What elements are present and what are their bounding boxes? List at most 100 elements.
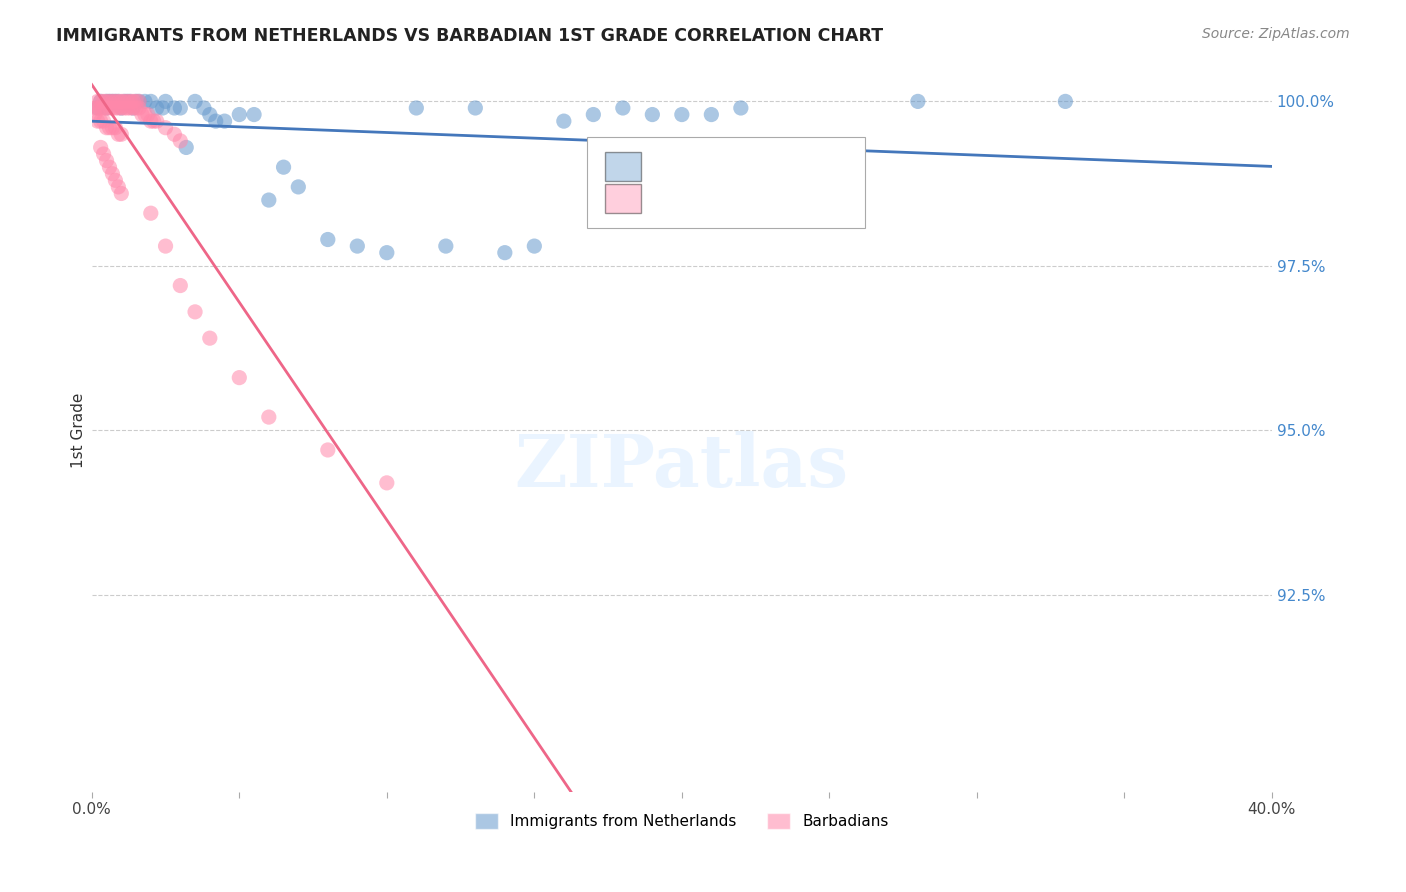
Point bbox=[120, 95, 142, 109]
Text: R = 0.342: R = 0.342 bbox=[652, 191, 735, 210]
Point bbox=[90, 95, 112, 109]
Point bbox=[184, 95, 207, 109]
Point bbox=[193, 101, 215, 115]
Point bbox=[120, 95, 142, 109]
Point bbox=[96, 95, 118, 109]
Point bbox=[612, 101, 634, 115]
FancyBboxPatch shape bbox=[605, 152, 641, 181]
Point bbox=[134, 107, 156, 121]
Point bbox=[122, 101, 145, 115]
Point bbox=[112, 101, 135, 115]
Point bbox=[96, 153, 118, 168]
Point bbox=[700, 107, 723, 121]
Point bbox=[128, 95, 150, 109]
Point bbox=[110, 128, 132, 142]
Point bbox=[101, 167, 124, 181]
Point bbox=[174, 140, 197, 154]
Y-axis label: 1st Grade: 1st Grade bbox=[72, 392, 86, 468]
FancyBboxPatch shape bbox=[605, 185, 641, 213]
Point bbox=[98, 160, 121, 174]
Point bbox=[93, 95, 115, 109]
Point bbox=[375, 245, 398, 260]
Point bbox=[907, 95, 929, 109]
Point bbox=[90, 114, 112, 128]
Text: N = 50: N = 50 bbox=[794, 157, 852, 175]
Point bbox=[434, 239, 457, 253]
Point bbox=[128, 95, 150, 109]
Point bbox=[83, 107, 105, 121]
Point bbox=[86, 114, 108, 128]
Point bbox=[98, 120, 121, 135]
Point bbox=[553, 114, 575, 128]
Point bbox=[316, 233, 339, 247]
Point bbox=[184, 305, 207, 319]
Point bbox=[214, 114, 236, 128]
Point bbox=[134, 95, 156, 109]
Text: N = 67: N = 67 bbox=[794, 191, 852, 210]
Point bbox=[96, 120, 118, 135]
Point bbox=[104, 95, 127, 109]
Point bbox=[139, 206, 162, 220]
Point bbox=[228, 107, 250, 121]
Point bbox=[582, 107, 605, 121]
Legend: Immigrants from Netherlands, Barbadians: Immigrants from Netherlands, Barbadians bbox=[470, 806, 894, 835]
Point bbox=[169, 134, 191, 148]
Point bbox=[115, 95, 138, 109]
Point bbox=[131, 107, 153, 121]
Point bbox=[641, 107, 664, 121]
Point bbox=[139, 114, 162, 128]
Point bbox=[1054, 95, 1077, 109]
Point bbox=[107, 95, 129, 109]
Point bbox=[112, 95, 135, 109]
Point bbox=[169, 278, 191, 293]
Point bbox=[107, 101, 129, 115]
Text: Source: ZipAtlas.com: Source: ZipAtlas.com bbox=[1202, 27, 1350, 41]
Point bbox=[107, 128, 129, 142]
FancyBboxPatch shape bbox=[588, 137, 865, 227]
Point bbox=[104, 173, 127, 187]
Point bbox=[122, 101, 145, 115]
Point bbox=[125, 95, 148, 109]
Point bbox=[204, 114, 226, 128]
Point bbox=[155, 95, 177, 109]
Point bbox=[112, 95, 135, 109]
Point bbox=[110, 101, 132, 115]
Point bbox=[104, 95, 127, 109]
Point bbox=[155, 239, 177, 253]
Point bbox=[730, 101, 752, 115]
Point bbox=[125, 101, 148, 115]
Point bbox=[257, 193, 280, 207]
Point bbox=[163, 128, 186, 142]
Point bbox=[90, 95, 112, 109]
Point bbox=[93, 101, 115, 115]
Point bbox=[104, 101, 127, 115]
Point bbox=[346, 239, 368, 253]
Point bbox=[671, 107, 693, 121]
Text: ZIPatlas: ZIPatlas bbox=[515, 431, 849, 502]
Point bbox=[98, 101, 121, 115]
Point bbox=[83, 101, 105, 115]
Point bbox=[198, 107, 221, 121]
Point bbox=[110, 95, 132, 109]
Point bbox=[228, 370, 250, 384]
Point bbox=[90, 140, 112, 154]
Point bbox=[90, 101, 112, 115]
Point bbox=[96, 101, 118, 115]
Point bbox=[316, 442, 339, 457]
Point bbox=[125, 95, 148, 109]
Point bbox=[93, 147, 115, 161]
Point bbox=[243, 107, 266, 121]
Point bbox=[523, 239, 546, 253]
Point bbox=[86, 101, 108, 115]
Point bbox=[122, 95, 145, 109]
Point bbox=[155, 120, 177, 135]
Point bbox=[104, 120, 127, 135]
Point bbox=[494, 245, 516, 260]
Point bbox=[101, 95, 124, 109]
Point bbox=[273, 160, 295, 174]
Point bbox=[86, 95, 108, 109]
Point bbox=[107, 180, 129, 194]
Point bbox=[142, 114, 165, 128]
Point bbox=[405, 101, 427, 115]
Point bbox=[198, 331, 221, 345]
